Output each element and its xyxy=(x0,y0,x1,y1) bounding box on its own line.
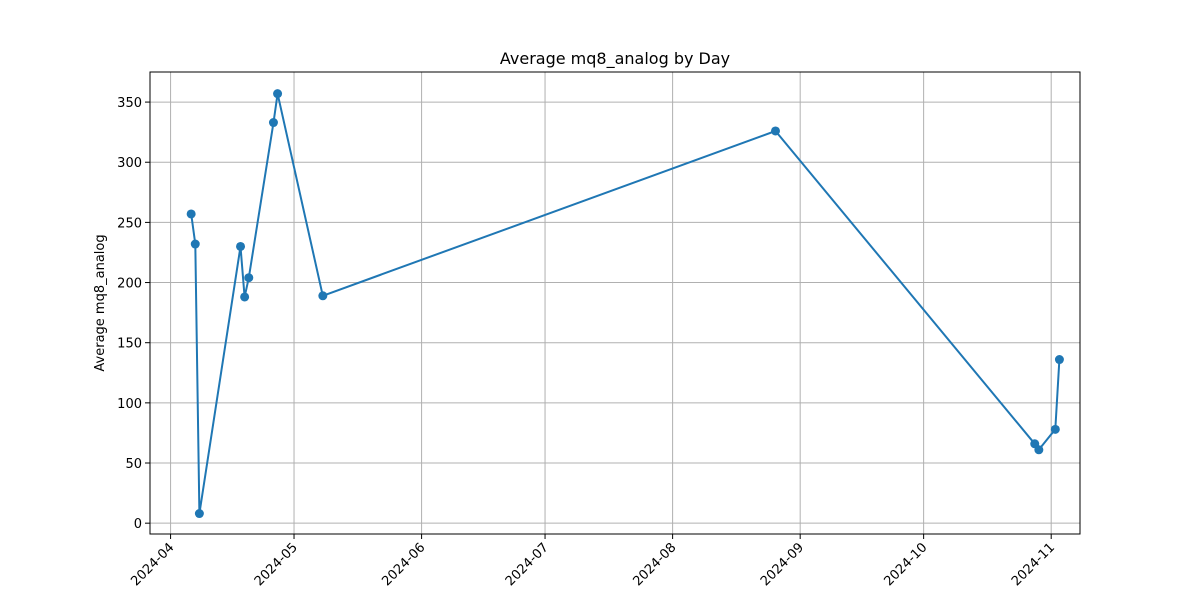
y-axis-label: Average mq8_analog xyxy=(93,234,108,371)
x-tick-label: 2024-06 xyxy=(379,540,428,589)
data-point xyxy=(273,89,283,99)
series-layer xyxy=(186,89,1064,519)
data-point xyxy=(1050,424,1060,434)
x-tick-label: 2024-11 xyxy=(1009,540,1058,589)
data-point xyxy=(240,292,250,302)
data-point xyxy=(268,118,278,128)
data-point xyxy=(318,291,328,301)
data-point xyxy=(190,239,200,249)
x-tick-label: 2024-04 xyxy=(128,540,177,589)
chart-title: Average mq8_analog by Day xyxy=(500,49,730,69)
y-tick-label: 350 xyxy=(117,96,142,111)
y-tick-label: 50 xyxy=(125,457,142,472)
data-point xyxy=(244,273,254,283)
x-tick-label: 2024-09 xyxy=(758,540,807,589)
x-tick-label: 2024-07 xyxy=(503,540,552,589)
x-tick-label: 2024-10 xyxy=(881,540,930,589)
data-point xyxy=(186,209,196,219)
y-tick-label: 300 xyxy=(117,156,142,171)
data-point xyxy=(1054,355,1064,365)
data-point xyxy=(194,509,204,519)
plot-frame xyxy=(149,71,1081,535)
x-tick-label: 2024-08 xyxy=(630,540,679,589)
data-point xyxy=(236,241,246,251)
y-tick-label: 150 xyxy=(117,337,142,352)
y-tick-label: 250 xyxy=(117,216,142,231)
y-tick-label: 200 xyxy=(117,277,142,292)
grid-layer xyxy=(150,72,1080,534)
y-tick-label: 100 xyxy=(117,397,142,412)
x-tick-label: 2024-05 xyxy=(252,540,301,589)
data-point xyxy=(770,126,780,136)
y-tick-label: 0 xyxy=(134,517,142,532)
data-point xyxy=(1034,445,1044,455)
series-line xyxy=(190,92,1061,515)
